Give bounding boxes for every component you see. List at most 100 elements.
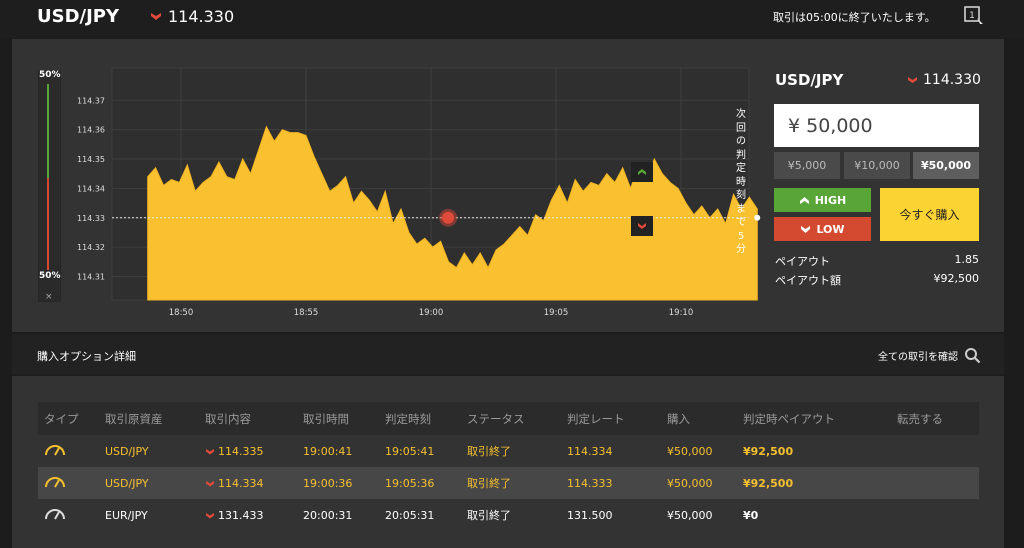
time-cell: 20:00:31 (303, 499, 385, 531)
col-payout: 判定時ペイアウト (743, 402, 897, 435)
payout-amount-row: ペイアウト額 ¥92,500 (775, 272, 979, 288)
down-arrow-icon (801, 225, 811, 233)
col-status: ステータス (467, 402, 567, 435)
up-arrow-icon (638, 169, 646, 175)
preset-10000-button[interactable]: ¥10,000 (844, 152, 910, 179)
down-arrow-icon (638, 223, 646, 229)
high-button[interactable]: HIGH (774, 188, 871, 212)
content-value: 114.334 (218, 476, 264, 490)
trade-table: タイプ 取引原資産 取引内容 取引時間 判定時刻 ステータス 判定レート 購入 … (38, 402, 979, 531)
high-label: HIGH (814, 193, 847, 207)
judge-time-cell: 19:05:41 (385, 435, 467, 467)
low-entry-marker (439, 208, 458, 227)
up-arrow-icon (799, 196, 809, 204)
col-content: 取引内容 (205, 402, 303, 435)
col-judge-rate: 判定レート (567, 402, 667, 435)
col-purchase: 購入 (667, 402, 743, 435)
options-title: 購入オプション詳細 (37, 350, 136, 363)
deadline-label: 次回の判定時刻まで5分 (736, 109, 746, 255)
purchase-cell: ¥50,000 (667, 435, 743, 467)
status-cell: 取引終了 (467, 467, 567, 499)
down-arrow-icon (206, 480, 214, 486)
y-tick-label: 114.31 (77, 273, 105, 282)
preset-50000-button[interactable]: ¥50,000 (913, 152, 979, 179)
content-cell: 114.335 (205, 435, 303, 467)
purchase-rate: 114.330 (923, 72, 981, 88)
resell-cell (897, 499, 979, 531)
x-tick-label: 19:05 (544, 308, 569, 318)
svg-text:1: 1 (969, 11, 975, 21)
judge-time-cell: 20:05:31 (385, 499, 467, 531)
payout-cell: ¥92,500 (743, 435, 897, 467)
resell-cell (897, 467, 979, 499)
preset-5000-button[interactable]: ¥5,000 (774, 152, 840, 179)
price-chart: 114.37 114.36 114.35 114.34 114.33 114.32 114.… (77, 67, 761, 318)
payout-value: 1.85 (954, 253, 980, 266)
price-area (147, 125, 758, 301)
payout-cell: ¥0 (743, 499, 897, 531)
payout-amount-label: ペイアウト額 (775, 274, 841, 287)
table-row[interactable]: EUR/JPY 131.433 20:00:31 20:05:31 取引終了 1… (38, 499, 979, 531)
payout-row: ペイアウト 1.85 (775, 253, 979, 269)
time-cell: 19:00:36 (303, 467, 385, 499)
type-cell (38, 499, 105, 531)
top-bar (0, 0, 1024, 38)
judge-rate-cell: 131.500 (567, 499, 667, 531)
down-arrow-icon (908, 77, 917, 83)
buy-now-button[interactable]: 今すぐ購入 (880, 188, 979, 241)
y-tick-label: 114.33 (77, 214, 105, 223)
content-cell: 114.334 (205, 467, 303, 499)
col-time: 取引時間 (303, 402, 385, 435)
search-icon[interactable] (964, 347, 981, 364)
payout-cell: ¥92,500 (743, 467, 897, 499)
gauge-high-percent: 50% (39, 70, 61, 80)
purchase-pair: USD/JPY (775, 71, 844, 89)
type-cell (38, 435, 105, 467)
col-type: タイプ (38, 402, 105, 435)
down-arrow-icon (206, 512, 214, 518)
gauge-high-bar (47, 84, 49, 178)
status-cell: 取引終了 (467, 499, 567, 531)
status-cell: 取引終了 (467, 435, 567, 467)
asset-cell: EUR/JPY (105, 499, 205, 531)
down-arrow-icon (206, 448, 214, 454)
chart-high-button[interactable] (631, 162, 653, 182)
type-cell (38, 467, 105, 499)
col-judge-time: 判定時刻 (385, 402, 467, 435)
resell-cell (897, 435, 979, 467)
gauge-icon (45, 508, 65, 519)
x-tick-label: 18:55 (294, 308, 319, 318)
sentiment-gauge (38, 70, 61, 302)
pair-title: USD/JPY (37, 6, 120, 27)
low-button[interactable]: LOW (774, 217, 871, 241)
col-resell: 転売する (897, 402, 979, 435)
y-tick-label: 114.34 (77, 184, 105, 193)
trading-end-notice: 取引は05:00に終了いたします。 (773, 11, 936, 24)
header-rate: 114.330 (168, 7, 235, 26)
purchase-cell: ¥50,000 (667, 499, 743, 531)
table-row[interactable]: USD/JPY 114.335 19:00:41 19:05:41 取引終了 1… (38, 435, 979, 467)
content-value: 114.335 (218, 444, 264, 458)
single-window-icon[interactable]: 1 (964, 6, 984, 26)
asset-cell: USD/JPY (105, 435, 205, 467)
time-cell: 19:00:41 (303, 435, 385, 467)
table-row[interactable]: USD/JPY 114.334 19:00:36 19:05:36 取引終了 1… (38, 467, 979, 499)
gauge-icon (45, 444, 65, 455)
gauge-low-bar (47, 178, 49, 270)
payout-amount-value: ¥92,500 (933, 272, 980, 285)
amount-input[interactable] (774, 104, 979, 147)
y-tick-label: 114.36 (77, 126, 105, 135)
col-asset: 取引原資産 (105, 402, 205, 435)
chart-low-button[interactable] (631, 216, 653, 236)
x-tick-label: 18:50 (169, 308, 194, 318)
current-price-dot (754, 214, 761, 221)
y-tick-label: 114.32 (77, 243, 105, 252)
down-arrow-icon (151, 13, 161, 20)
view-all-trades-link[interactable]: 全ての取引を確認 (878, 352, 958, 363)
purchase-cell: ¥50,000 (667, 467, 743, 499)
content-value: 131.433 (218, 508, 264, 522)
y-tick-label: 114.35 (77, 155, 105, 164)
asset-cell: USD/JPY (105, 467, 205, 499)
gauge-close-icon[interactable]: × (45, 292, 53, 302)
judge-rate-cell: 114.334 (567, 435, 667, 467)
